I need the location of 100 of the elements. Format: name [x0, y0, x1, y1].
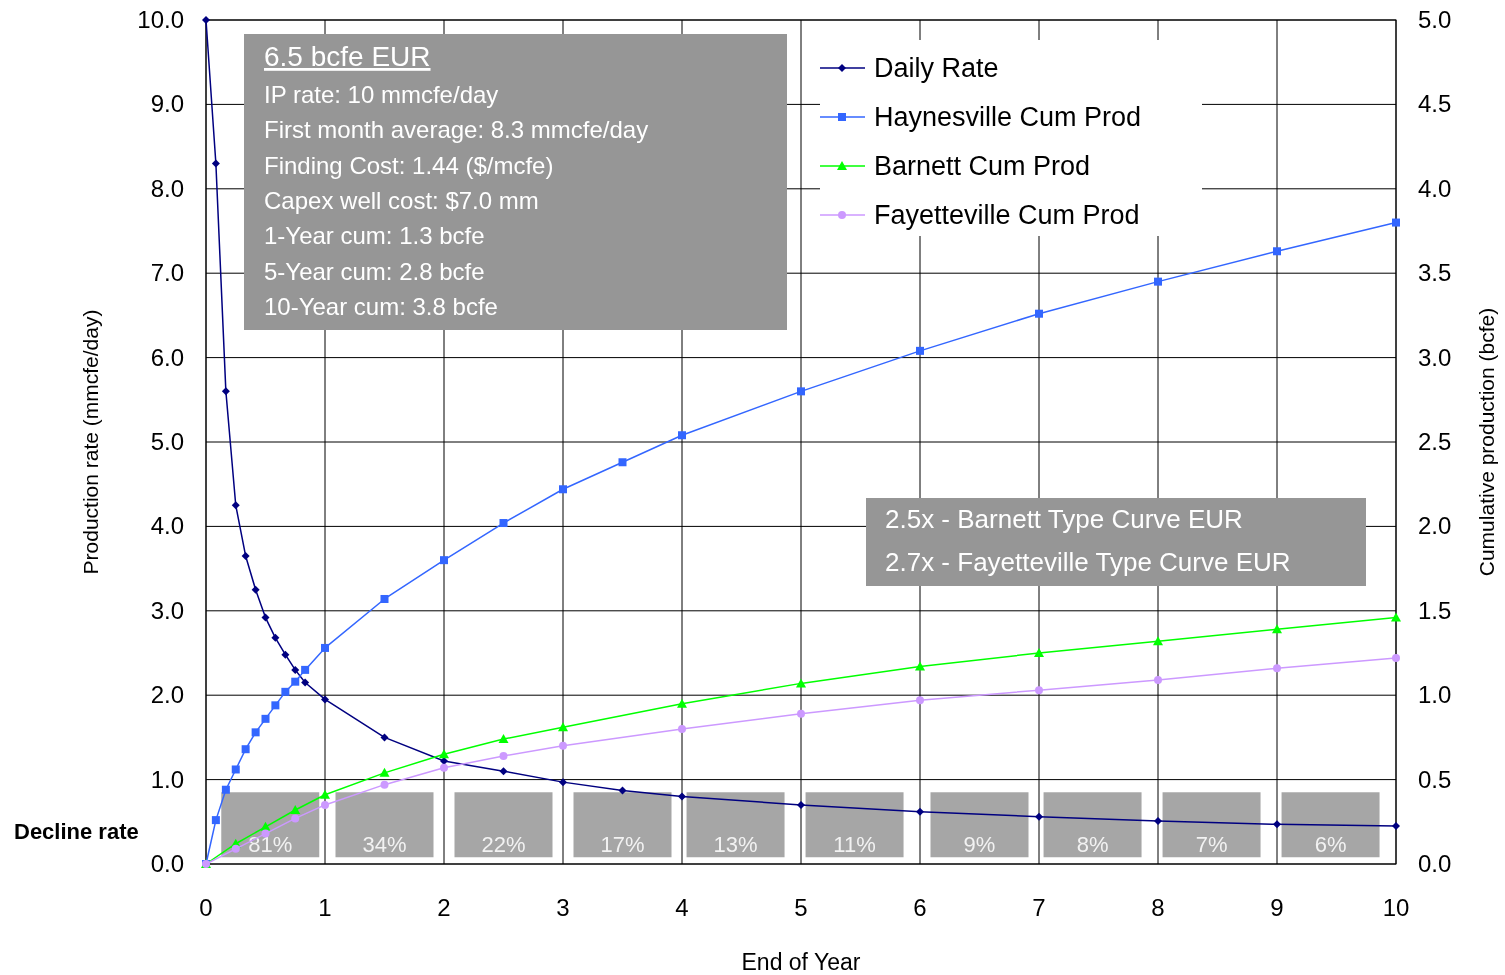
point	[231, 501, 240, 510]
y-tick-label: 9.0	[150, 90, 184, 118]
point	[281, 650, 290, 659]
point	[1154, 816, 1162, 825]
point	[499, 519, 508, 528]
point	[271, 633, 280, 642]
point	[211, 159, 220, 168]
y2-tick-label: 5.0	[1418, 6, 1452, 33]
point	[559, 741, 567, 750]
point	[796, 678, 806, 688]
y-tick-label: 5.0	[150, 428, 184, 455]
point	[618, 786, 627, 795]
point	[618, 458, 627, 467]
point	[558, 722, 568, 732]
annotation: 13%	[713, 832, 758, 858]
x-axis-title: End of Year	[741, 949, 861, 975]
point	[211, 816, 220, 825]
point	[559, 778, 567, 787]
point	[915, 661, 925, 671]
point	[281, 687, 290, 696]
legend-label: Daily Rate	[874, 53, 999, 83]
point	[291, 677, 300, 686]
y2-tick-label: 4.0	[1418, 174, 1452, 202]
point	[380, 733, 389, 742]
y-tick-label: 6.0	[150, 343, 184, 371]
y2-tick-label: 0.5	[1418, 765, 1452, 793]
x-tick-label: 6	[913, 894, 927, 921]
y2-tick-label: 3.5	[1418, 259, 1452, 287]
point	[916, 696, 924, 705]
point	[231, 765, 240, 774]
point	[1273, 820, 1281, 829]
point	[380, 594, 389, 603]
y2-tick-label: 1.0	[1418, 681, 1452, 709]
point	[202, 16, 210, 24]
legend-label: Fayetteville Cum Prod	[874, 200, 1140, 230]
point	[241, 745, 250, 754]
point	[797, 800, 805, 809]
annotation: 10-Year cum: 3.8 bcfe	[264, 292, 498, 320]
text: Decline rate	[14, 819, 139, 844]
y2-tick-label: 2.5	[1418, 428, 1452, 455]
y2-tick-label: 2.0	[1418, 512, 1452, 540]
annotation: 2.5x - Barnett Type Curve EUR	[885, 504, 1243, 534]
point	[251, 585, 260, 594]
point	[1392, 654, 1400, 663]
y2-tick-label: 1.5	[1418, 596, 1452, 624]
y-tick-label: 8.0	[150, 174, 184, 202]
y-tick-label: 2.0	[150, 681, 184, 709]
point	[797, 709, 805, 718]
x-tick-label: 3	[556, 894, 570, 921]
x-tick-label: 2	[437, 894, 451, 921]
point	[1154, 277, 1162, 286]
point	[321, 643, 329, 652]
point	[1153, 636, 1163, 646]
legend-label: Haynesville Cum Prod	[874, 102, 1142, 132]
point	[261, 714, 270, 723]
annotation: 5-Year cum: 2.8 bcfe	[264, 257, 485, 285]
point	[678, 792, 686, 801]
point	[261, 613, 270, 622]
point	[440, 763, 448, 772]
x-tick-label: 4	[675, 894, 689, 921]
point	[231, 844, 240, 853]
point	[499, 767, 508, 776]
point	[320, 789, 330, 799]
annotation: Capex well cost: $7.0 mm	[264, 186, 539, 214]
x-tick-label: 10	[1382, 894, 1410, 921]
point	[499, 751, 508, 760]
annotation: 6%	[1314, 832, 1347, 858]
point	[1392, 218, 1400, 227]
point	[1273, 664, 1281, 673]
point	[380, 780, 389, 789]
point	[291, 665, 300, 674]
point	[1272, 624, 1282, 634]
point	[498, 734, 509, 744]
y-tick-label: 7.0	[150, 259, 184, 287]
y2-tick-label: 3.0	[1418, 343, 1452, 371]
y2-tick-label: 4.5	[1418, 90, 1452, 118]
point	[678, 431, 686, 440]
point	[440, 556, 448, 565]
y-tick-label: 3.0	[150, 596, 184, 624]
point	[677, 698, 687, 708]
annotation: 17%	[600, 832, 645, 858]
x-tick-label: 8	[1151, 894, 1165, 921]
point	[251, 728, 260, 737]
point	[439, 749, 449, 759]
x-tick-label: 1	[318, 894, 332, 921]
point	[559, 485, 567, 494]
y-axis-title: Production rate (mmcfe/day)	[79, 309, 102, 575]
point	[1034, 648, 1044, 657]
annotation: 22%	[481, 832, 526, 858]
x-tick-label: 7	[1032, 894, 1046, 921]
annotation: 1-Year cum: 1.3 bcfe	[264, 222, 485, 250]
point	[1154, 676, 1162, 685]
y-tick-label: 4.0	[150, 512, 184, 540]
point	[1035, 812, 1043, 821]
point	[241, 551, 250, 560]
point	[1035, 686, 1043, 695]
annotation: 34%	[362, 832, 407, 858]
point	[271, 701, 280, 710]
annotation: 9%	[963, 832, 996, 858]
point	[1273, 247, 1281, 256]
